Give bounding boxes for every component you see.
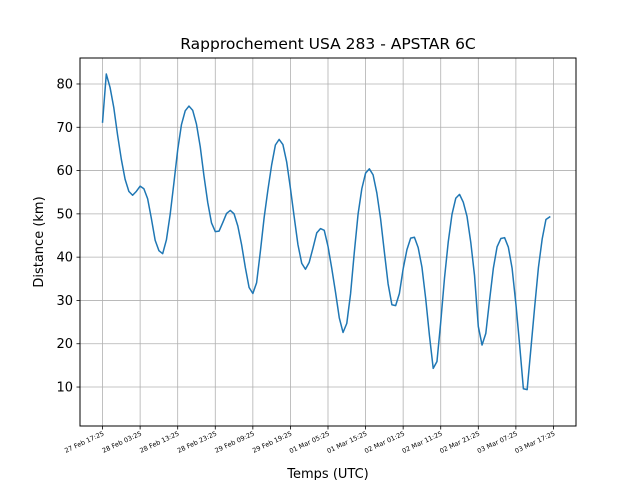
chart-title: Rapprochement USA 283 - APSTAR 6C	[180, 35, 476, 53]
grid	[80, 58, 576, 426]
y-tick-label: 30	[56, 294, 73, 309]
y-tick-label: 10	[56, 381, 73, 396]
y-tick-label: 50	[56, 207, 73, 222]
y-tick-label: 80	[56, 77, 73, 92]
y-axis-label: Distance (km)	[32, 196, 47, 287]
y-tick-label: 20	[56, 337, 73, 352]
series-layer	[101, 73, 551, 391]
y-tick-label: 70	[56, 121, 73, 136]
series-line	[101, 73, 551, 391]
y-axis: 10 20 30 40 50 60 70 80	[56, 77, 80, 396]
y-tick-label: 60	[56, 164, 73, 179]
y-tick-label: 40	[56, 251, 73, 266]
x-axis-label: Temps (UTC)	[286, 467, 368, 480]
